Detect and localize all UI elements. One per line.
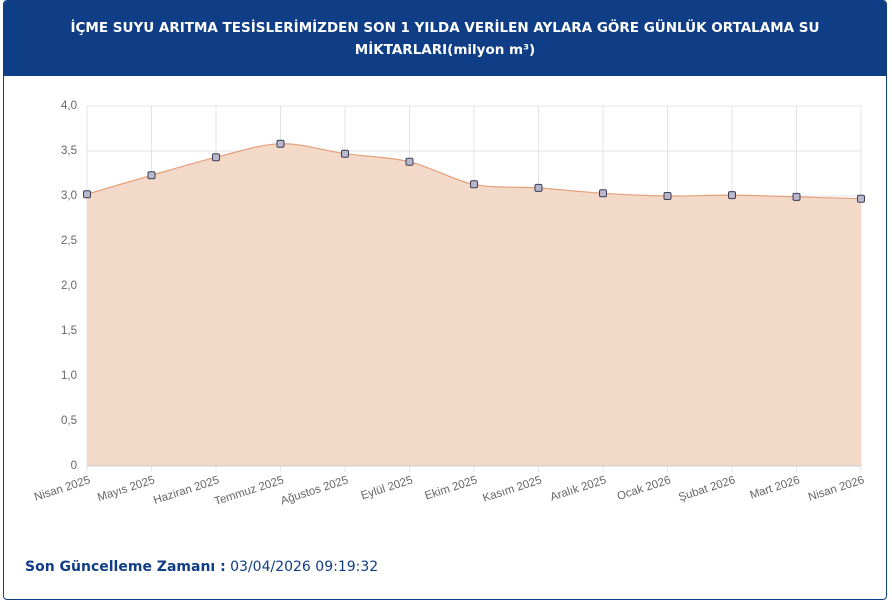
x-tick-label: Mayıs 2025 xyxy=(96,474,156,504)
x-tick-label: Ağustos 2025 xyxy=(279,474,350,507)
point xyxy=(792,192,801,201)
y-tick-label: 1,0 xyxy=(61,370,77,382)
x-tick-label: Ocak 2026 xyxy=(616,474,673,503)
y-tick-label: 3,0 xyxy=(61,190,77,202)
x-tick-label: Haziran 2025 xyxy=(152,474,221,507)
x-tick-label: Mart 2026 xyxy=(748,474,801,501)
point xyxy=(728,191,736,200)
point xyxy=(83,190,91,199)
chart: 0 0,5 1,0 1,5 2,0 2,5 3,0 3,5 4,0 Nisan 2025 Mayıs… xyxy=(33,100,866,508)
x-tick-label: Kasım 2025 xyxy=(481,474,543,504)
update-time: 03/04/2026 09:19:32 xyxy=(230,559,379,575)
chart-title: İÇME SUYU ARITMA TESİSLERİMİZDEN SON 1 Y… xyxy=(70,19,820,58)
update-label: Son Güncelleme Zamanı : xyxy=(25,559,226,575)
footer: Son Güncelleme Zamanı : 03/04/2026 09:19… xyxy=(25,559,378,575)
point xyxy=(534,183,543,192)
point xyxy=(147,171,156,180)
y-tick-label: 2,5 xyxy=(61,235,77,247)
card: İÇME SUYU ARITMA TESİSLERİMİZDEN SON 1 Y… xyxy=(3,0,887,600)
x-tick-label: Nisan 2026 xyxy=(807,474,866,503)
y-tick-label: 2,0 xyxy=(61,280,77,292)
x-tick-label: Temmuz 2025 xyxy=(213,474,285,508)
point xyxy=(599,189,607,198)
point xyxy=(212,153,220,162)
y-tick-label: 3,5 xyxy=(61,145,77,157)
x-tick-label: Şubat 2026 xyxy=(677,474,737,504)
y-tick-label: 1,5 xyxy=(61,325,77,337)
point xyxy=(276,139,285,148)
x-tick-label: Eylül 2025 xyxy=(360,474,415,502)
y-tick-label: 0,5 xyxy=(61,415,77,427)
point xyxy=(405,157,414,166)
y-tick-label: 4,0 xyxy=(61,100,77,112)
point xyxy=(857,194,865,203)
x-tick-label: Ekim 2025 xyxy=(423,474,478,502)
y-tick-label: 0 xyxy=(71,460,77,472)
area xyxy=(87,143,861,466)
x-tick-label: Nisan 2025 xyxy=(33,474,92,503)
point xyxy=(341,149,349,158)
point xyxy=(663,192,672,200)
x-tick-label: Aralık 2025 xyxy=(549,474,608,503)
header: İÇME SUYU ARITMA TESİSLERİMİZDEN SON 1 Y… xyxy=(4,1,886,76)
point xyxy=(470,180,478,189)
